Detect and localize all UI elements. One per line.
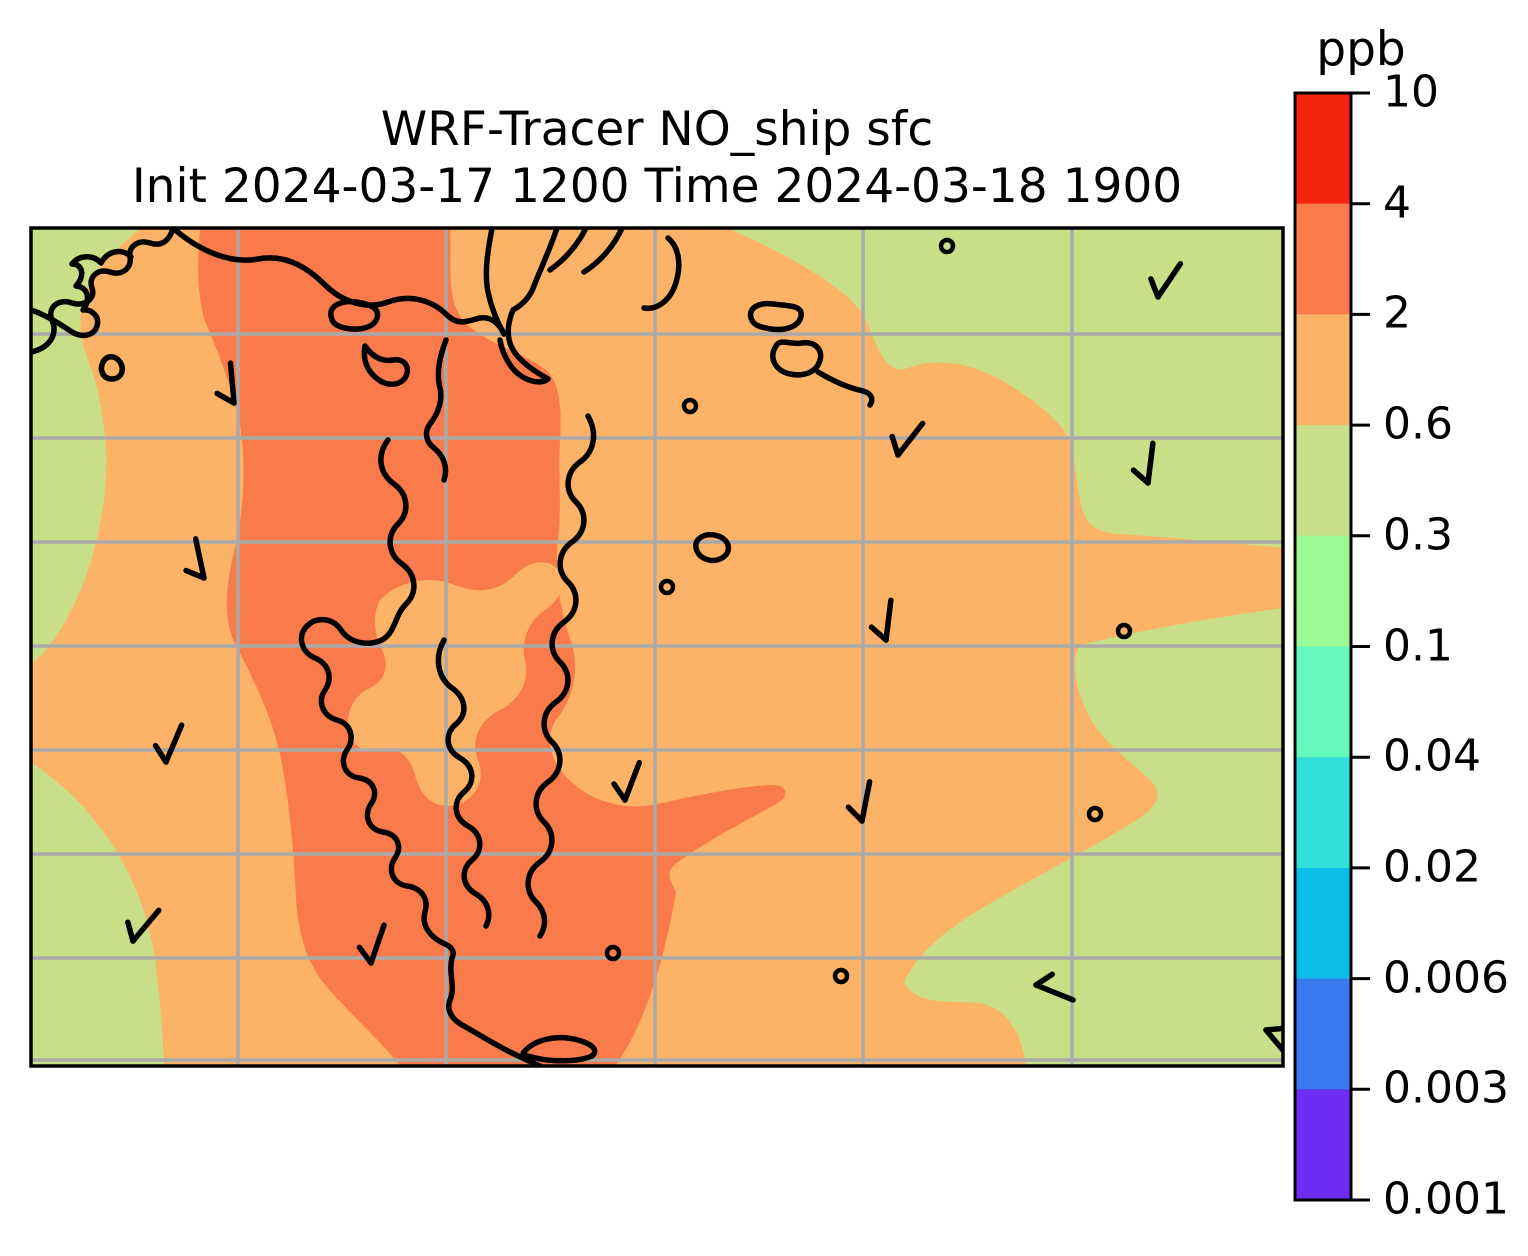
contour-region-sound-water-patch (347, 562, 563, 806)
map-area (31, 228, 1283, 1066)
wind-barb-staff (1145, 440, 1156, 486)
calm-wind-circle-icon (832, 967, 850, 985)
wind-barb-flick (1130, 467, 1151, 486)
coastline-path (510, 228, 560, 313)
colorbar-tick-label: 2 (1383, 287, 1411, 339)
colorbar-segment (1295, 867, 1351, 980)
coastline-path (446, 955, 543, 1066)
wind-barb-flick (183, 567, 207, 581)
colorbar-segment (1295, 646, 1351, 758)
coastline-path (770, 339, 875, 408)
colorbar-segment (1295, 978, 1351, 1090)
calm-wind-circle-icon (1115, 622, 1133, 640)
coastline-path (520, 1034, 598, 1064)
wind-barb-flick (1033, 971, 1055, 988)
wind-barb-staff (192, 536, 207, 581)
coastline-path (693, 532, 732, 564)
wind-barb-icon (889, 420, 926, 458)
wind-barb-icon (868, 597, 894, 643)
wind-barb-staff (859, 778, 873, 824)
wind-barb-icon (1148, 261, 1184, 300)
colorbar-segment (1295, 425, 1351, 537)
wind-barb-icon (845, 778, 873, 824)
coastline-path (747, 300, 804, 333)
coastline-path (581, 228, 682, 312)
colorbar-segment (1295, 1089, 1351, 1201)
wind-barb-flick (214, 390, 237, 406)
colorbar-tick-label: 0.006 (1383, 952, 1509, 1004)
colorbar-tick-label: 0.001 (1383, 1173, 1509, 1225)
coastline-path (525, 413, 597, 939)
coastline-path (98, 354, 125, 382)
coastline-path (328, 298, 381, 332)
wind-barb-staff (883, 597, 894, 643)
wind-barb-staff (622, 759, 643, 803)
calm-wind-circle-icon (1086, 805, 1104, 823)
wind-barb-icon (611, 759, 643, 803)
wind-barb-flick (125, 919, 136, 944)
coastline-path (547, 228, 589, 273)
wind-barb-flick (868, 624, 889, 643)
wind-barb-flick (889, 433, 901, 458)
wind-barb-staff (895, 420, 926, 458)
plot-title: WRF-Tracer NO_ship sfc Init 2024-03-17 1… (31, 101, 1283, 215)
colorbar-tick-label: 10 (1383, 66, 1439, 118)
colorbar-segment (1295, 203, 1351, 315)
colorbar-tick-label: 0.04 (1383, 730, 1481, 782)
wind-barb-staff (1033, 982, 1076, 1003)
coastline-path (423, 337, 449, 483)
wind-barb-flick (1148, 276, 1161, 300)
colorbar-tick-label: 0.6 (1383, 398, 1453, 450)
coastline-path (31, 248, 134, 339)
coastline-path (298, 437, 456, 961)
coastline-path (435, 637, 492, 929)
wind-barb-icon (214, 360, 237, 406)
calm-wind-circle-icon (658, 578, 676, 596)
wind-barb-flick (611, 781, 628, 803)
wind-barb-icon (152, 722, 185, 765)
colorbar-segment (1295, 535, 1351, 648)
wind-barb-icon (1033, 971, 1076, 1003)
coastline-path (483, 228, 507, 337)
wind-barb-flick (845, 804, 865, 824)
contour-region-green-left-upper-strip (31, 228, 141, 663)
plot-title-line2: Init 2024-03-17 1200 Time 2024-03-18 190… (131, 159, 1183, 214)
wind-barb-staff (227, 360, 237, 406)
wind-barb-staff (163, 722, 185, 765)
calm-wind-circle-icon (938, 237, 956, 255)
colorbar-tick-label: 0.3 (1383, 509, 1453, 561)
colorbar-tick-label: 4 (1383, 177, 1411, 229)
coastline-path (361, 343, 411, 387)
colorbar-tick-label: 0.003 (1383, 1062, 1509, 1114)
wind-barb-icon (356, 922, 387, 966)
wind-barb-staff (130, 907, 162, 944)
plot-title-line1: WRF-Tracer NO_ship sfc (380, 102, 934, 157)
coastline-path (497, 307, 551, 385)
colorbar-segment (1295, 757, 1351, 869)
wind-barb-staff (1155, 261, 1184, 300)
wind-barb-staff (368, 922, 387, 966)
calm-wind-circle-icon (604, 944, 622, 962)
wind-barb-icon (1130, 440, 1156, 486)
colorbar-segment (1295, 314, 1351, 426)
contour-region-green-left-lower-wedge (31, 762, 164, 1066)
wind-barb-flick (356, 944, 374, 966)
wind-barb-icon (183, 536, 207, 581)
wind-barb-staff (1263, 1027, 1283, 1064)
coastline-path (170, 228, 507, 337)
wind-barb-icon (125, 907, 162, 944)
colorbar-segment (1295, 93, 1351, 205)
colorbar-tick-label: 0.02 (1383, 841, 1481, 893)
calm-wind-circle-icon (681, 397, 699, 415)
contour-region-green-bottom-right (904, 608, 1283, 1066)
contour-region-green-top-right (727, 228, 1283, 548)
colorbar-tick-label: 0.1 (1383, 619, 1453, 671)
map-border (29, 226, 1285, 1068)
colorbar (1293, 91, 1370, 1202)
wind-barb-flick (152, 742, 169, 765)
colorbar-unit-label: ppb (1316, 22, 1406, 77)
